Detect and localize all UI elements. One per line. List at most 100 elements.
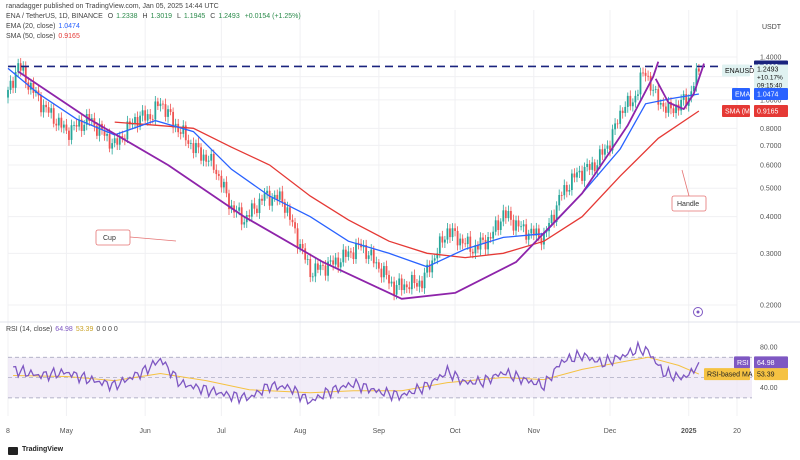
candle-body xyxy=(172,111,175,128)
candle-body xyxy=(375,262,378,264)
candle-body xyxy=(614,123,616,130)
candle-body xyxy=(418,280,421,287)
candle-body xyxy=(520,226,522,228)
candle-body xyxy=(22,66,25,71)
ema-tag-box xyxy=(732,87,750,100)
candle-body xyxy=(563,185,566,196)
candle-body xyxy=(200,147,202,161)
candle-body xyxy=(283,202,286,213)
published-text: ranadagger published on TradingView.com,… xyxy=(6,3,219,10)
candle-body xyxy=(372,249,375,264)
candle-body xyxy=(347,251,350,257)
candle-body xyxy=(332,260,335,265)
candle-body xyxy=(474,245,477,254)
high-value: 1.3019 xyxy=(150,13,173,20)
candle-body xyxy=(438,236,441,254)
symbol-text: ENA / TetherUS, 1D, BINANCE xyxy=(6,13,103,20)
candle-body xyxy=(510,210,512,220)
candle-body xyxy=(202,154,205,161)
candle-body xyxy=(604,148,606,155)
candle-body xyxy=(431,260,434,273)
handle-arrow xyxy=(681,169,690,197)
low-value: 1.1945 xyxy=(183,13,206,20)
candle-body xyxy=(695,68,698,87)
candle-body xyxy=(134,117,136,125)
candle-body xyxy=(573,173,576,178)
candle-body xyxy=(553,214,556,222)
candle-body xyxy=(118,136,121,145)
candle-body xyxy=(151,119,154,120)
candle-body xyxy=(197,143,200,148)
candle-body xyxy=(504,210,507,219)
candle-body xyxy=(530,228,533,234)
rsi-ma-value-tag: 53.39 xyxy=(757,372,775,379)
candle-body xyxy=(464,243,467,245)
candle-body xyxy=(52,108,55,124)
candle-body xyxy=(306,259,309,260)
price-tick-label: 0.5000 xyxy=(760,186,782,193)
cup-label-box xyxy=(95,229,131,246)
candle-body xyxy=(164,104,167,117)
price-tag-box xyxy=(754,64,788,92)
candle-body xyxy=(195,143,197,154)
rsi-ma-tag: RSI-based MA xyxy=(707,372,753,379)
sma-value-tag: 0.9165 xyxy=(757,109,779,116)
candle-body xyxy=(278,191,281,200)
candle-body xyxy=(169,109,172,112)
candle-body xyxy=(182,125,185,134)
candle-body xyxy=(532,228,535,236)
candle-body xyxy=(83,124,86,132)
candle-body xyxy=(357,242,360,244)
cup-arrow xyxy=(129,236,177,242)
candle-body xyxy=(263,193,266,201)
candle-body xyxy=(487,237,489,250)
time-tick-label: May xyxy=(60,428,74,435)
candle-body xyxy=(154,101,157,120)
candle-body xyxy=(466,236,469,245)
candle-body xyxy=(45,104,48,108)
candle-body xyxy=(469,236,472,252)
candle-body xyxy=(316,263,319,270)
time-tick-label: 8 xyxy=(6,428,10,435)
tradingview-brand: TradingView xyxy=(22,446,64,453)
candle-body xyxy=(329,260,332,262)
candle-body xyxy=(428,264,431,273)
change-value: +0.0154 (+1.25%) xyxy=(244,13,301,20)
sma-tag: SMA (MA xyxy=(725,109,755,116)
candle-body xyxy=(685,94,688,106)
candle-body xyxy=(352,252,355,260)
candle-body xyxy=(461,238,464,244)
cup-label: Cup xyxy=(103,235,116,242)
candle-body xyxy=(670,102,672,109)
candle-body xyxy=(205,154,208,162)
ema-tag: EMA xyxy=(735,91,751,98)
candle-body xyxy=(73,125,75,126)
candle-body xyxy=(24,66,27,83)
candle-body xyxy=(304,248,307,260)
ema-legend-value: 1.0474 xyxy=(58,23,80,30)
candle-body xyxy=(184,125,187,141)
candle-body xyxy=(583,166,586,181)
countdown-tag: 09:15:40 xyxy=(757,83,783,90)
candle-body xyxy=(32,82,35,93)
candle-body xyxy=(398,278,401,286)
time-tick-label: 2025 xyxy=(681,428,697,435)
candle-body xyxy=(98,123,101,136)
candle-body xyxy=(477,245,479,250)
candle-body xyxy=(42,104,45,113)
candle-body xyxy=(421,280,423,289)
price-tick-label: 0.3000 xyxy=(760,251,782,258)
candle-body xyxy=(611,129,614,151)
candle-body xyxy=(578,170,581,173)
candle-body xyxy=(581,170,583,181)
candle-body xyxy=(639,72,642,95)
change-tag: +10.17% xyxy=(757,75,783,82)
candle-body xyxy=(291,219,294,223)
candle-body xyxy=(337,257,340,268)
rsi-ma-legend-value: 53.39 xyxy=(75,326,94,333)
candle-body xyxy=(662,103,665,107)
price-scale-labels: 1.3000ENAUSDT1.2493+10.17%09:15:40EMA1.0… xyxy=(8,60,788,455)
candle-body xyxy=(162,103,164,105)
sma-legend-value: 0.9165 xyxy=(58,33,80,40)
candle-body xyxy=(433,258,436,261)
